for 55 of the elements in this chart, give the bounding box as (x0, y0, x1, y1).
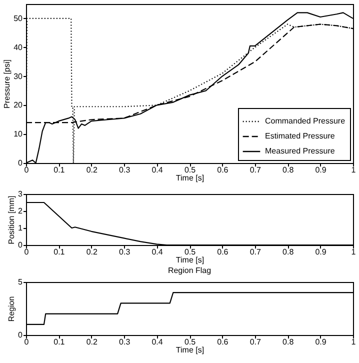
x-tick-label: 0.8 (282, 338, 294, 346)
x-tick-label: 0.7 (250, 166, 262, 174)
legend-label: Commanded Pressure (265, 116, 346, 126)
x-tick-label: 0.1 (54, 166, 66, 174)
x-tick-label: 0.9 (315, 338, 327, 346)
x-tick-label: 1 (351, 166, 356, 174)
y-tick-label: 0 (18, 158, 24, 168)
legend-label: Measured Pressure (265, 146, 336, 156)
x-tick-label: 0.1 (54, 248, 66, 256)
y-tick-label: 50 (14, 14, 24, 23)
x-axis-title: Time [s] (176, 256, 204, 264)
x-tick-label: 0.5 (184, 166, 196, 174)
x-tick-label: 0.2 (86, 166, 98, 174)
y-tick-label: 1 (18, 224, 24, 232)
x-tick-label: 0.5 (184, 338, 196, 346)
x-axis-title: Time [s] (176, 174, 204, 182)
x-tick-label: 0.2 (86, 248, 98, 256)
chart-title: Region Flag (168, 266, 212, 275)
y-tick-label: 40 (14, 42, 24, 52)
x-tick-label: 0.8 (282, 166, 294, 174)
x-tick-label: 0.6 (217, 248, 229, 256)
x-tick-label: 0.3 (119, 166, 131, 174)
x-tick-label: 0.5 (184, 248, 196, 256)
y-tick-label: 30 (14, 72, 24, 81)
x-tick-label: 0.4 (152, 338, 164, 346)
x-tick-label: 0.6 (217, 166, 229, 174)
x-tick-label: 0.2 (86, 338, 98, 346)
y-tick-label: 2 (18, 206, 24, 216)
y-axis-title: Pressure [psi] (2, 60, 12, 108)
x-tick-label: 0.9 (315, 166, 327, 174)
y-tick-label: 0 (18, 330, 24, 340)
x-tick-label: 0.4 (152, 166, 164, 174)
x-tick-label: 1 (351, 338, 356, 346)
x-tick-label: 0.6 (217, 338, 229, 346)
x-tick-label: 0.1 (54, 338, 66, 346)
x-tick-label: 0 (24, 338, 30, 346)
x-tick-label: 0.7 (250, 248, 262, 256)
x-tick-label: 0.3 (119, 248, 131, 256)
x-axis-title: Time [s] (176, 346, 204, 354)
x-tick-label: 0 (24, 166, 30, 174)
y-tick-label: 5 (18, 278, 24, 286)
x-tick-label: 1 (351, 248, 356, 256)
x-tick-label: 0.4 (152, 248, 164, 256)
x-tick-label: 0.3 (119, 338, 131, 346)
legend-label: Estimated Pressure (265, 132, 336, 140)
x-tick-label: 0 (24, 248, 30, 256)
x-tick-label: 0.8 (282, 248, 294, 256)
y-axis-title: Region (7, 296, 16, 322)
y-axis-title: Position [mm] (7, 196, 16, 244)
y-tick-label: 3 (18, 190, 24, 198)
y-tick-label: 10 (14, 130, 24, 139)
y-tick-label: 20 (14, 100, 24, 110)
y-tick-label: 0 (18, 240, 24, 250)
x-tick-label: 0.9 (315, 248, 327, 256)
x-tick-label: 0.7 (250, 338, 262, 346)
